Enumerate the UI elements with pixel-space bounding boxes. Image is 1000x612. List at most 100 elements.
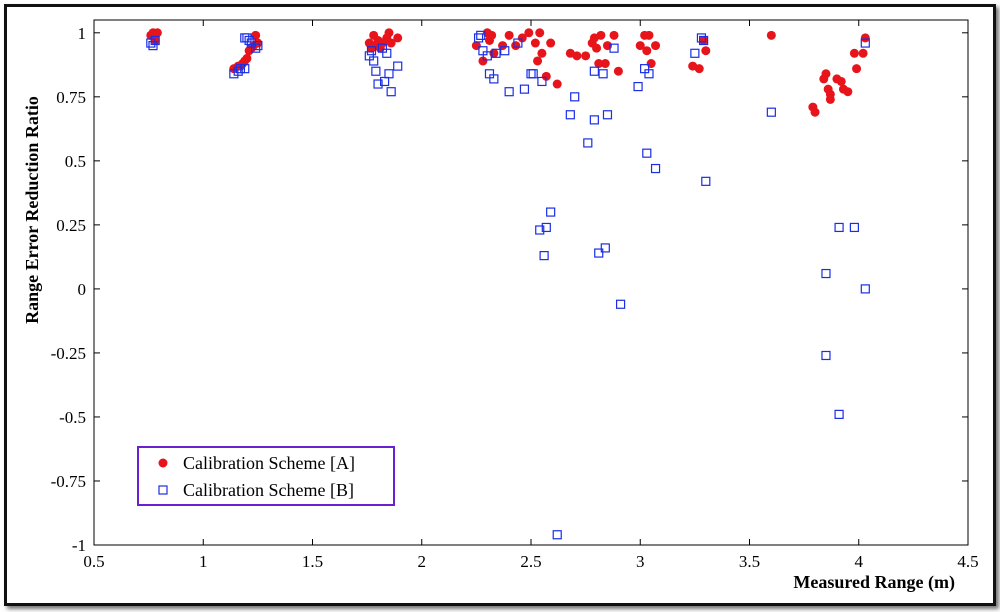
data-point-scheme-a [524, 28, 534, 38]
data-point-scheme-b [253, 41, 263, 51]
data-point-scheme-a [535, 28, 545, 38]
x-axis-title: Measured Range (m) [793, 572, 955, 593]
data-point-scheme-b [552, 530, 562, 540]
y-tick-label: 0.25 [56, 216, 86, 235]
data-point-scheme-b [696, 33, 707, 43]
data-point-scheme-b [476, 30, 486, 40]
data-point-scheme-a [384, 28, 394, 38]
data-point-scheme-a [541, 71, 551, 81]
data-point-scheme-b [821, 268, 831, 279]
data-point-scheme-a [860, 33, 870, 43]
data-point-scheme-a [596, 30, 606, 40]
data-point-scheme-a [592, 43, 602, 53]
data-point-scheme-a [821, 69, 831, 79]
data-point-scheme-b [393, 61, 403, 71]
data-point-scheme-a [504, 30, 514, 40]
data-point-scheme-b [384, 69, 394, 79]
data-point-scheme-a [581, 51, 591, 61]
axis-ticks: 0.5 1 1.5 2 2.5 3 3.5 4 4.5 1 0.75 0.5 0.25 0 -0.25 -0.… [51, 20, 979, 571]
data-point-scheme-b [615, 299, 626, 309]
data-point-scheme-b [519, 84, 530, 94]
data-point-scheme-b [240, 64, 250, 74]
data-point-scheme-b [598, 69, 608, 79]
y-axis-title: Range Error Reduction Ratio [22, 96, 42, 324]
data-point-scheme-a [642, 46, 652, 56]
data-point-scheme-b [766, 107, 776, 117]
data-point-scheme-a [594, 59, 604, 69]
y-tick-label: -0.5 [59, 408, 86, 427]
data-point-scheme-a [487, 30, 497, 40]
data-point-scheme-b [633, 81, 643, 92]
data-point-scheme-a [810, 107, 820, 117]
data-point-scheme-b [528, 69, 538, 79]
y-tick-label: 0 [78, 280, 87, 299]
x-tick-label: 3.5 [739, 552, 760, 571]
data-point-scheme-a [849, 48, 859, 58]
data-point-scheme-a [609, 30, 619, 40]
data-point-scheme-b [701, 176, 711, 186]
y-tick-label: -1 [72, 536, 86, 555]
data-points [146, 28, 870, 540]
data-point-scheme-a [537, 48, 547, 58]
x-tick-label: 2 [418, 552, 427, 571]
data-point-scheme-a [858, 48, 868, 58]
y-tick-label: 0.5 [65, 152, 86, 171]
data-point-scheme-a [651, 41, 661, 51]
legend-label-scheme-a: Calibration Scheme [A] [183, 453, 355, 473]
data-point-scheme-a [152, 28, 162, 38]
data-point-scheme-b [148, 41, 158, 51]
data-point-scheme-a [699, 35, 709, 45]
data-point-scheme-a [635, 41, 645, 51]
data-point-scheme-b [600, 243, 610, 253]
data-point-scheme-a [478, 56, 488, 66]
x-tick-label: 0.5 [83, 552, 104, 571]
data-point-scheme-b [482, 51, 492, 61]
data-point-scheme-b [539, 251, 549, 261]
legend-box [137, 446, 395, 506]
data-point-scheme-b [504, 87, 514, 97]
data-point-scheme-a [843, 87, 853, 97]
y-tick-label: -0.75 [51, 472, 86, 491]
y-tick-label: 0.75 [56, 88, 86, 107]
data-point-scheme-a [600, 59, 610, 69]
data-point-scheme-b [644, 69, 654, 79]
data-point-scheme-b [489, 74, 499, 84]
data-point-scheme-a [852, 64, 862, 74]
data-point-scheme-b [382, 48, 392, 58]
data-point-scheme-b [373, 79, 383, 89]
data-point-scheme-b [535, 225, 545, 235]
data-point-scheme-b [834, 222, 844, 233]
data-point-scheme-b [849, 222, 859, 233]
data-point-scheme-a [572, 51, 582, 61]
legend-marker-scheme-a [158, 458, 168, 468]
data-point-scheme-b [386, 87, 396, 97]
data-point-scheme-b [233, 66, 243, 76]
x-tick-label: 3 [636, 552, 645, 571]
legend: Calibration Scheme [A] Calibration Schem… [137, 446, 395, 506]
data-point-scheme-a [825, 89, 835, 99]
data-point-scheme-a [694, 64, 704, 74]
data-point-scheme-b [473, 33, 484, 43]
data-point-scheme-b [589, 66, 599, 76]
data-point-scheme-a [836, 76, 846, 86]
x-tick-label: 1.5 [302, 552, 323, 571]
data-point-scheme-a [552, 79, 562, 89]
data-point-scheme-b [834, 409, 844, 419]
x-tick-label: 2.5 [520, 552, 541, 571]
data-point-scheme-b [594, 248, 604, 258]
data-point-scheme-a [546, 38, 556, 48]
data-point-scheme-b [513, 38, 523, 48]
x-tick-label: 4 [855, 552, 864, 571]
data-point-scheme-b [642, 148, 652, 158]
data-point-scheme-b [860, 284, 870, 294]
data-point-scheme-a [386, 38, 396, 48]
data-point-scheme-a [644, 30, 654, 40]
data-point-scheme-a [533, 56, 543, 66]
legend-marker-scheme-b [158, 485, 168, 495]
data-point-scheme-a [613, 66, 623, 76]
data-point-scheme-a [517, 33, 527, 43]
y-tick-label: -0.25 [51, 344, 86, 363]
data-point-scheme-b [650, 163, 661, 174]
data-point-scheme-b [546, 207, 556, 217]
data-point-scheme-b [369, 56, 379, 66]
